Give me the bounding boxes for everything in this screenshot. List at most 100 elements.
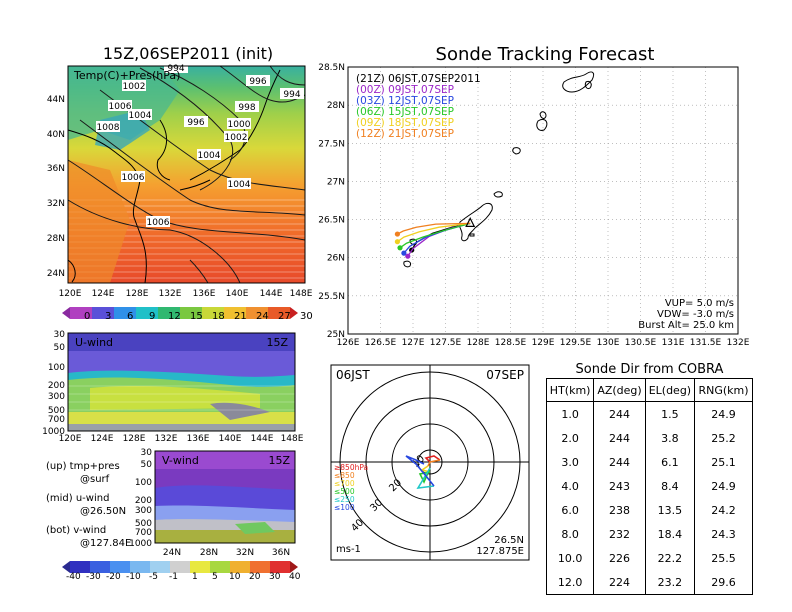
note-up-level: @surf: [80, 474, 110, 485]
lat-tick: 25N: [327, 330, 345, 340]
table-cell: 4.0: [545, 474, 595, 498]
table-cell: 244: [593, 426, 646, 450]
legend-entry: (06Z) 15JST,07SEP: [356, 106, 454, 118]
colorbar-tick: 20: [249, 572, 261, 582]
level-tick: 100: [135, 478, 152, 488]
legend-entry: (09Z) 18JST,07SEP: [356, 117, 454, 129]
table-row: 2.0 244 3.8 25.2: [545, 426, 753, 450]
table-cell: 1.0: [545, 401, 595, 426]
hodograph-time: 06JST: [336, 368, 370, 382]
lat-tick: 28N: [200, 548, 218, 558]
isobar-label: 996: [187, 118, 204, 128]
table-cell: 226: [593, 546, 646, 570]
table-cell: 25.5: [694, 546, 753, 570]
island: [512, 147, 521, 155]
level-tick: 30: [141, 448, 153, 458]
colorbar-tick: 30: [269, 572, 281, 582]
temperature-colorbar-ticks: 0 3 6 9 12 15 18 21 24 27 30: [80, 311, 330, 323]
table-cell: 224: [593, 570, 646, 595]
isobar-label: 1004: [129, 111, 152, 121]
table-cell: 23.2: [644, 570, 696, 595]
level-legend-entry: ≤100: [334, 503, 355, 512]
lon-tick: 136E: [187, 434, 210, 443]
table-cell: 10.0: [545, 546, 595, 570]
col-header-azimuth: AZ(deg): [593, 378, 646, 402]
colorbar-tick: 24: [256, 311, 269, 322]
vwind-colorbar-ticks: -40 -30 -20 -10 -5 -1 1 5 10 20 30 40: [64, 572, 304, 584]
isobar-label: 1006: [122, 173, 145, 183]
colorbar-tick: 40: [289, 572, 301, 582]
isobar-label: 998: [238, 103, 255, 113]
lon-tick: 128E: [126, 289, 149, 299]
lat-tick: 26.5N: [318, 216, 345, 226]
isobar-label: 994: [167, 64, 184, 74]
note-bot-lon: @127.84E: [80, 538, 132, 549]
table-cell: 6.0: [545, 498, 595, 522]
colorbar-tick: -40: [66, 572, 81, 582]
island: [469, 233, 475, 237]
col-header-elevation: EL(deg): [644, 378, 696, 402]
lon-tick: 124E: [92, 289, 115, 299]
track-endpoint-1: [405, 253, 411, 259]
table-cell: 232: [593, 522, 646, 546]
level-legend-entry: ≤250: [334, 495, 355, 504]
table-cell: 18.4: [644, 522, 696, 546]
lat-tick: 32N: [47, 199, 65, 209]
lon-tick: 128E: [467, 338, 490, 348]
coastlines: [67, 69, 281, 284]
uwind-cross-section: U-wind 15Z 30 50 100 200 300 500 700 100…: [42, 330, 304, 443]
legend-entry: (21Z) 06JST,07SEP2011: [356, 73, 481, 85]
surface-map: 1002 994 996 994 1006 1004 998 1008 996 …: [47, 62, 313, 319]
lon-tick: 127E: [402, 338, 425, 348]
level-legend-entry: ≤850: [334, 471, 355, 480]
colorbar-tick: 5: [212, 572, 218, 582]
hodograph-lat: 26.5N: [494, 535, 524, 546]
track-endpoint-5: [394, 231, 400, 237]
colorbar-tick: 12: [168, 311, 181, 322]
table-row: 8.0 232 18.4 24.3: [545, 522, 753, 546]
isobar-label: 1002: [123, 82, 146, 92]
lat-tick: 36N: [47, 164, 65, 174]
legend-entry: (00Z) 09JST,07SEP: [356, 84, 454, 96]
lon-tick: 132E: [727, 338, 750, 348]
table-cell: 8.4: [644, 474, 696, 498]
table-row: 6.0 238 13.5 24.2: [545, 498, 753, 522]
colorbar-tick: 0: [84, 311, 91, 322]
vup-param: VUP= 5.0 m/s: [665, 298, 734, 309]
hodograph-trace: [405, 455, 441, 489]
lat-tick: 24N: [163, 548, 181, 558]
colorbar-tick: 6: [127, 311, 134, 322]
lon-tick: 127.5E: [430, 338, 462, 348]
lat-tick: 28.5N: [318, 63, 345, 73]
level-legend-entry: ≤700: [334, 479, 355, 488]
level-tick: 50: [54, 343, 66, 353]
level-tick: 200: [48, 381, 65, 391]
lon-tick: 130E: [597, 338, 620, 348]
uwind-label: U-wind: [75, 336, 113, 349]
level-tick: 700: [135, 528, 152, 538]
table-cell: 25.1: [694, 450, 753, 474]
level-tick: 30: [54, 330, 66, 340]
hodograph: 06JST 07SEP 10 20 30 40 ≥850hPa≤850≤700≤…: [330, 364, 530, 561]
island-coastlines: [403, 71, 595, 268]
vwind-level-ticks: 30 50 100 200 300 500 700 1000: [129, 448, 152, 549]
lon-tick: 144E: [251, 434, 274, 443]
isobar-label: 1008: [97, 123, 120, 133]
lon-tick: 140E: [219, 434, 242, 443]
cobra-table-title: Sonde Dir from COBRA: [575, 362, 724, 377]
track-line-3: [399, 222, 471, 249]
level-legend-entry: ≤500: [334, 487, 355, 496]
panel-notes: (up) tmp+pres @surf (mid) u-wind @26.50N…: [46, 460, 131, 550]
island: [493, 191, 503, 198]
track-endpoint-2: [401, 250, 407, 256]
level-tick: 500: [48, 406, 65, 416]
track-endpoint-3: [397, 245, 403, 251]
hodograph-date: 07SEP: [486, 368, 524, 382]
sonde-parameters: VUP= 5.0 m/s VDW= -3.0 m/s Burst Alt= 25…: [638, 298, 734, 331]
lat-tick: 28N: [47, 234, 65, 244]
colorbar-tick: 21: [234, 311, 247, 322]
legend-entry: (03Z) 12JST,07SEP: [356, 95, 454, 107]
colorbar-tick: -20: [106, 572, 121, 582]
isobar-label: 1000: [228, 120, 251, 130]
table-row: 10.0 226 22.2 25.5: [545, 546, 753, 570]
